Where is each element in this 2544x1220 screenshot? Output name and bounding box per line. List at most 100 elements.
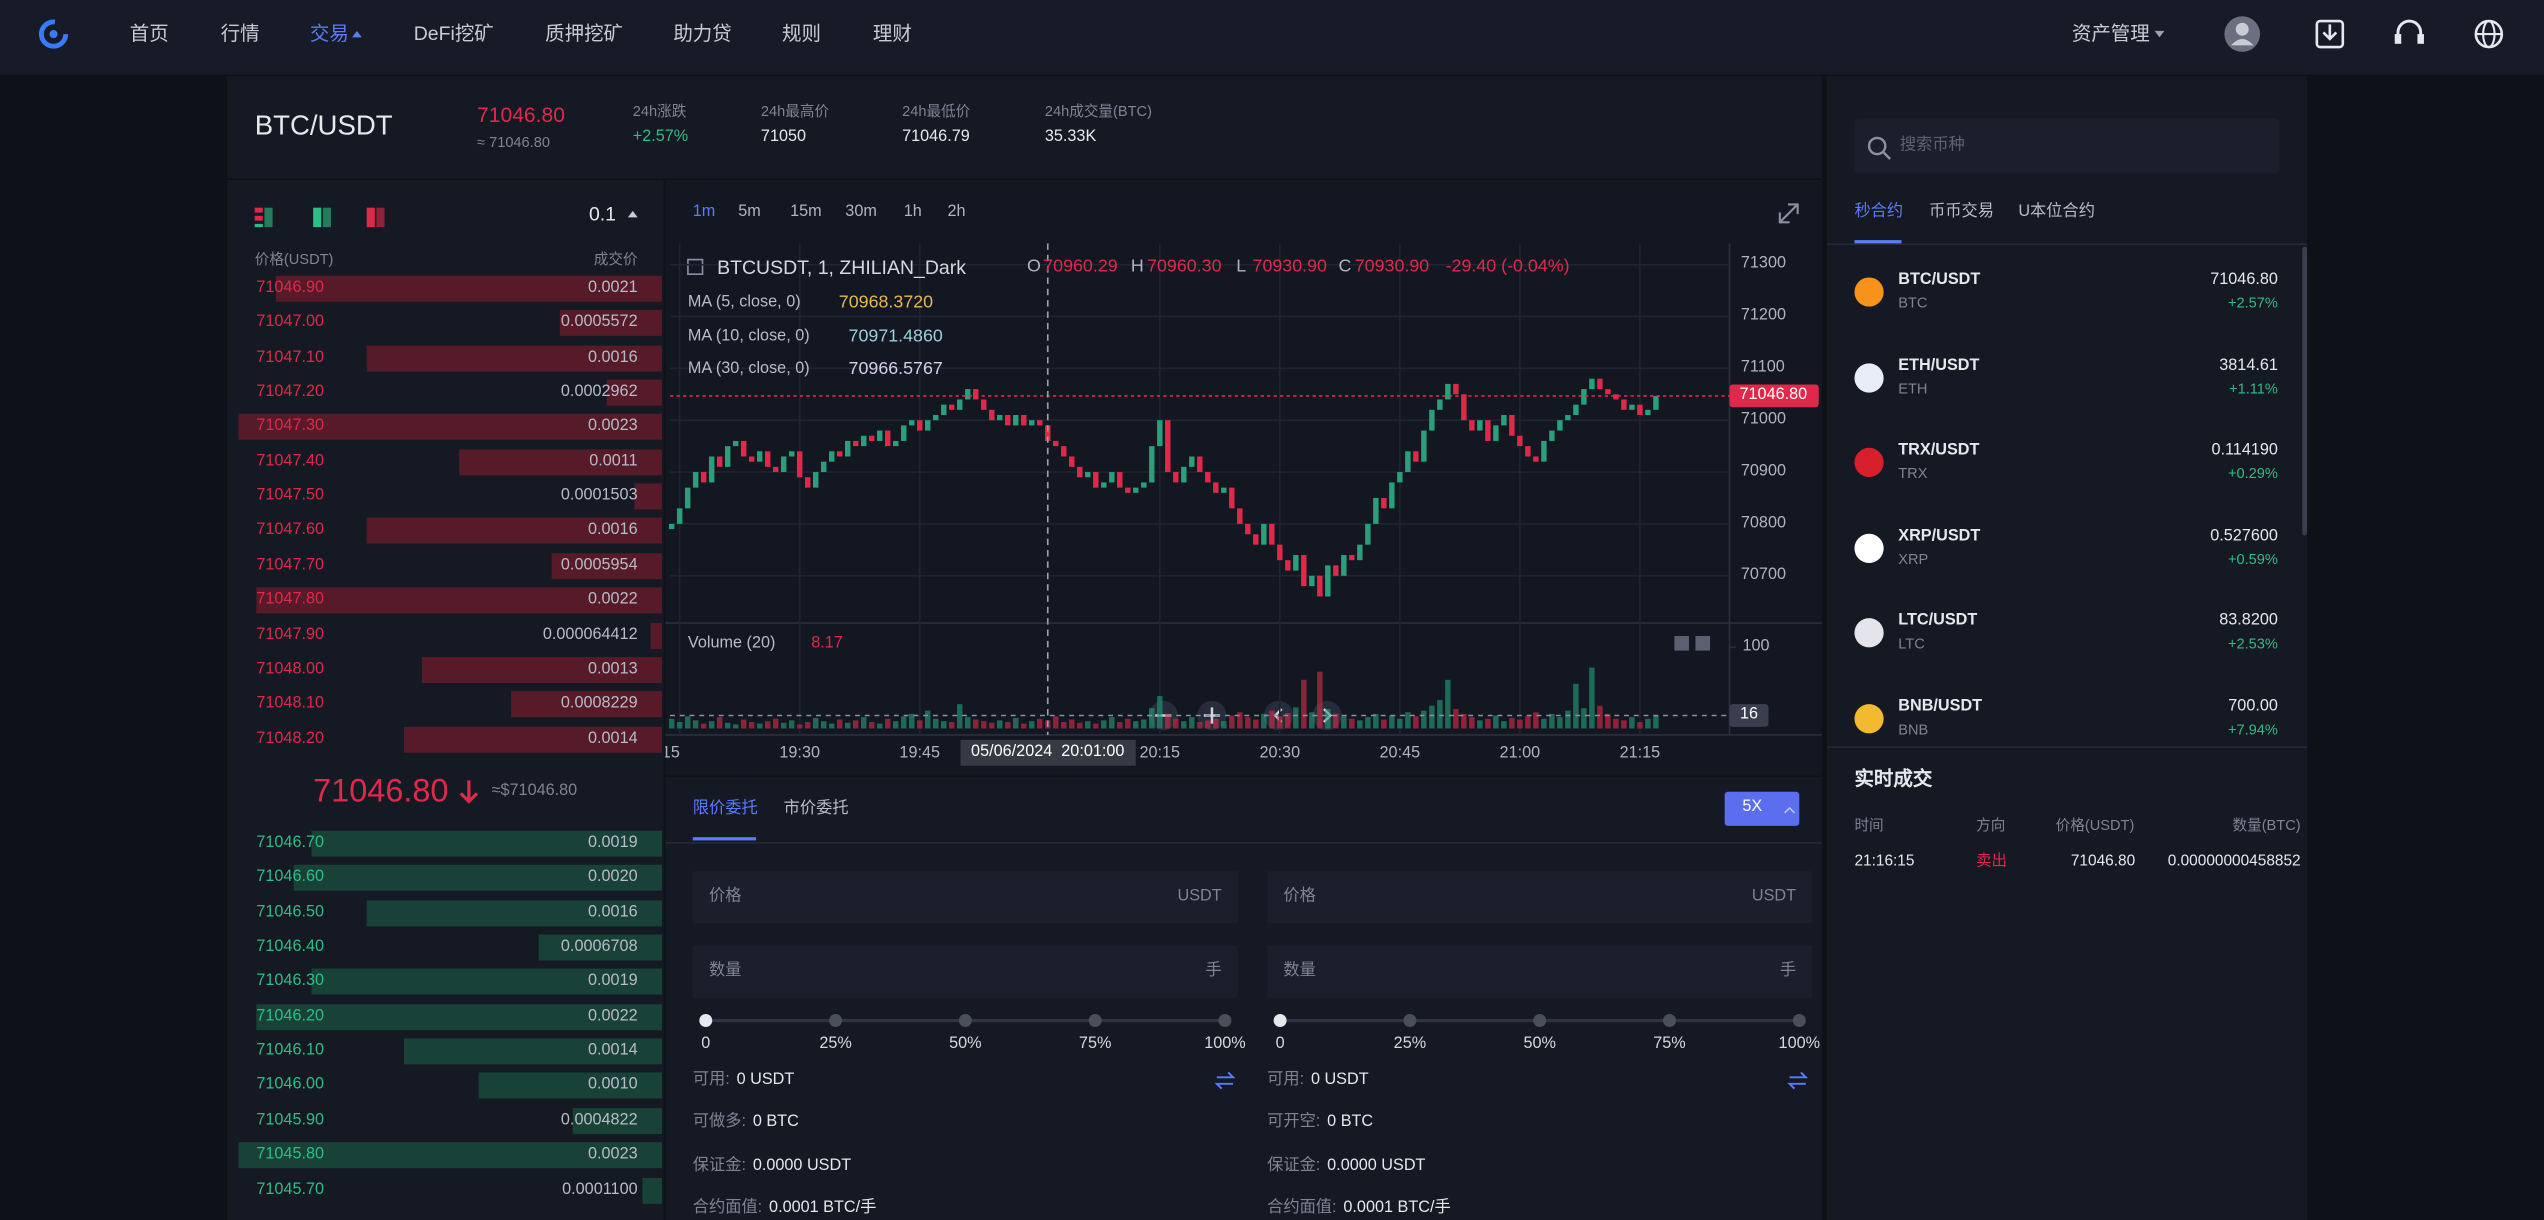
search-box[interactable] <box>1854 118 2280 174</box>
candle-body <box>1565 415 1571 421</box>
interval[interactable]: 30m <box>845 202 877 221</box>
candle-body <box>1077 466 1083 478</box>
ob-amount: 0.0016 <box>587 348 638 367</box>
market-base: BNB <box>1898 721 1929 738</box>
market-pair[interactable]: LTC/USDT <box>1898 612 1978 631</box>
volume-bar <box>852 720 859 729</box>
stat-label: 24h最低价 <box>902 103 971 120</box>
market-base: TRX <box>1898 465 1928 482</box>
nav-item[interactable]: 行情 <box>220 22 260 46</box>
ma-name: MA (10, close, 0) <box>687 326 810 345</box>
nav-item[interactable]: 理财 <box>872 22 912 46</box>
volume-bar <box>869 721 875 729</box>
market-price: 3814.61 <box>2219 356 2278 375</box>
candle-body <box>1469 420 1475 431</box>
price-input[interactable] <box>692 871 1238 924</box>
candle-body <box>1485 420 1491 441</box>
ob-price: 71046.20 <box>256 1007 325 1025</box>
interval[interactable]: 2h <box>947 202 966 221</box>
candle-body <box>1501 415 1507 426</box>
market-change: +2.53% <box>2227 635 2278 653</box>
depth-step[interactable]: 0.1 <box>588 202 617 226</box>
leverage[interactable]: 5X <box>1742 798 1763 817</box>
interval[interactable]: 5m <box>738 202 761 221</box>
interval[interactable]: 1h <box>903 202 922 221</box>
market-price: 0.527600 <box>2210 526 2278 545</box>
nav-item[interactable]: 交易 <box>309 22 349 46</box>
ob-price: 71048.10 <box>256 694 325 713</box>
trades-header: 时间 <box>1854 817 1884 834</box>
depth-bar <box>573 1107 662 1134</box>
depth-bar <box>238 1142 662 1169</box>
volume-bar <box>1421 710 1427 729</box>
market-pair[interactable]: ETH/USDT <box>1898 356 1980 375</box>
info-label: 合约面值: <box>692 1198 763 1217</box>
assets-menu[interactable]: 资产管理 <box>2071 22 2150 46</box>
volume-bar <box>1189 717 1195 729</box>
candle-body <box>1109 472 1115 483</box>
divider <box>665 842 1823 844</box>
price-input[interactable] <box>1267 871 1813 924</box>
ma-value: 70971.4860 <box>848 325 943 346</box>
trades-header: 方向 <box>1976 817 2006 834</box>
nav-item[interactable]: DeFi挖矿 <box>413 22 494 46</box>
order-tab[interactable]: 限价委托 <box>692 799 758 818</box>
candle-body <box>796 451 803 478</box>
amount-input[interactable] <box>1267 945 1813 998</box>
candle-body <box>949 404 955 410</box>
interval[interactable]: 1m <box>692 202 716 221</box>
candle-body <box>1141 482 1147 488</box>
volume-bar <box>1573 683 1579 729</box>
market-pair[interactable]: TRX/USDT <box>1898 441 1980 460</box>
ma-value: 70968.3720 <box>838 292 934 313</box>
volume-bar <box>1333 713 1339 729</box>
nav-item[interactable]: 质押挖矿 <box>545 22 624 46</box>
leverage-button[interactable] <box>1724 791 1800 826</box>
info-value: 0 BTC <box>752 1113 799 1132</box>
market-panel <box>1826 76 2308 1220</box>
ob-price: 71047.70 <box>256 556 325 575</box>
candle-body <box>1621 399 1627 410</box>
candle-body <box>1637 404 1643 416</box>
candle-body <box>1477 420 1483 431</box>
info-value: 0 BTC <box>1327 1113 1374 1132</box>
ob-amount: 0.000064412 <box>542 625 638 644</box>
nav-item[interactable]: 规则 <box>782 22 821 46</box>
ohlc-key: C <box>1338 257 1352 277</box>
ob-price: 71046.00 <box>256 1076 325 1095</box>
volume-bar <box>1317 671 1323 729</box>
market-change: +0.29% <box>2227 465 2278 482</box>
volume-bar <box>1349 718 1355 729</box>
nav-item[interactable]: 首页 <box>129 22 169 46</box>
y-tick-label: 70900 <box>1740 462 1787 481</box>
market-pair[interactable]: BNB/USDT <box>1898 697 1983 716</box>
market-tab[interactable]: 秒合约 <box>1854 202 1904 221</box>
volume-bar <box>1477 720 1483 729</box>
interval[interactable]: 15m <box>790 202 822 221</box>
candle-body <box>1389 482 1395 509</box>
market-tab[interactable]: U本位合约 <box>2018 202 2095 221</box>
candle-body <box>748 456 755 462</box>
ob-amount: 0.0013 <box>587 660 638 678</box>
candle-body <box>780 456 787 473</box>
candle-body <box>1405 451 1411 473</box>
search-placeholder: 搜索币种 <box>1899 136 1965 155</box>
volume-bar <box>1037 718 1043 729</box>
y-tick-label: 71000 <box>1740 410 1787 429</box>
order-tab[interactable]: 市价委托 <box>783 799 849 818</box>
slider-dot <box>1403 1014 1417 1028</box>
market-tab[interactable]: 币币交易 <box>1929 202 1994 221</box>
market-pair[interactable]: XRP/USDT <box>1898 526 1981 545</box>
amount-input[interactable] <box>692 945 1238 998</box>
info-value: 0 USDT <box>736 1070 795 1089</box>
ticker-bar <box>227 76 1823 179</box>
market-pair[interactable]: BTC/USDT <box>1898 270 1981 289</box>
volume-bar <box>989 722 995 729</box>
candle-body <box>1413 451 1419 462</box>
nav-item[interactable]: 助力贷 <box>673 22 732 46</box>
candle-body <box>957 399 963 410</box>
candle-body <box>1285 560 1291 571</box>
candle-body <box>772 466 779 473</box>
candle-body <box>1061 446 1067 457</box>
info-value: 0.0001 BTC/手 <box>769 1198 877 1217</box>
